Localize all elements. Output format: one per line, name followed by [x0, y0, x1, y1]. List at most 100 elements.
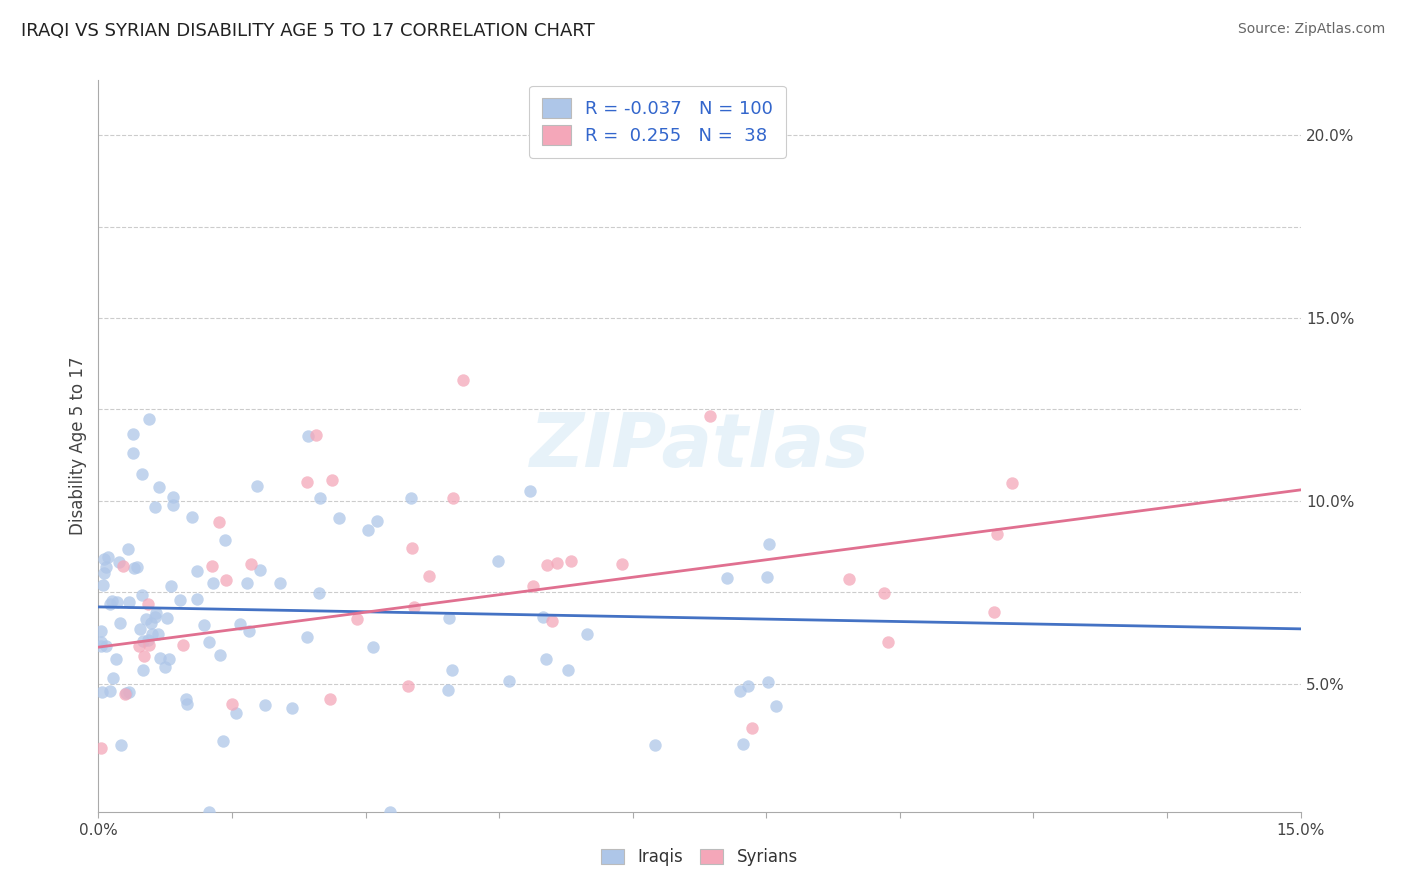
Point [156, 610, 179, 624]
Point [765, 698, 787, 713]
Point [246, 479, 269, 493]
Text: ZIPatlas: ZIPatlas [530, 409, 869, 483]
Point [143, 500, 166, 514]
Point [297, 429, 319, 443]
Point [238, 624, 260, 638]
Point [157, 651, 180, 665]
Point [451, 373, 474, 387]
Point [249, 563, 271, 577]
Point [91, 685, 114, 699]
Point [699, 409, 721, 423]
Point [209, 648, 232, 662]
Point [441, 491, 464, 505]
Point [225, 706, 247, 721]
Point [96, 559, 118, 574]
Point [93, 552, 115, 566]
Point [162, 490, 184, 504]
Point [212, 733, 235, 747]
Point [122, 446, 145, 460]
Point [418, 568, 440, 582]
Point [877, 634, 900, 648]
Text: Source: ZipAtlas.com: Source: ZipAtlas.com [1237, 22, 1385, 37]
Point [90, 634, 112, 648]
Point [731, 737, 754, 751]
Point [737, 679, 759, 693]
Point [162, 498, 184, 512]
Point [128, 639, 150, 653]
Point [186, 592, 208, 607]
Point [837, 573, 859, 587]
Point [575, 627, 598, 641]
Point [297, 630, 319, 644]
Point [149, 651, 172, 665]
Point [401, 541, 423, 555]
Point [254, 698, 277, 712]
Point [295, 475, 318, 490]
Point [98, 597, 121, 611]
Point [91, 578, 114, 592]
Point [546, 556, 568, 570]
Point [118, 685, 141, 699]
Point [361, 640, 384, 654]
Point [90, 624, 112, 638]
Point [522, 579, 544, 593]
Point [437, 682, 460, 697]
Point [172, 638, 194, 652]
Legend: Iraqis, Syrians: Iraqis, Syrians [595, 841, 804, 873]
Point [440, 663, 463, 677]
Point [193, 617, 215, 632]
Point [488, 554, 510, 568]
Point [215, 573, 238, 587]
Point [201, 559, 224, 574]
Point [378, 805, 401, 819]
Point [533, 610, 555, 624]
Point [401, 491, 423, 505]
Point [536, 558, 558, 573]
Point [93, 566, 115, 580]
Point [328, 511, 350, 525]
Point [201, 576, 224, 591]
Point [132, 648, 155, 663]
Point [143, 610, 166, 624]
Point [101, 671, 124, 685]
Point [366, 514, 388, 528]
Point [728, 684, 751, 698]
Point [153, 660, 176, 674]
Point [112, 559, 135, 574]
Point [560, 553, 582, 567]
Point [758, 537, 780, 551]
Point [98, 684, 121, 698]
Point [108, 616, 131, 631]
Point [402, 600, 425, 615]
Point [557, 663, 579, 677]
Point [396, 679, 419, 693]
Point [146, 627, 169, 641]
Point [122, 561, 145, 575]
Point [612, 557, 634, 571]
Point [321, 474, 343, 488]
Point [346, 611, 368, 625]
Point [221, 698, 243, 712]
Point [357, 523, 380, 537]
Point [1001, 476, 1024, 491]
Point [101, 594, 124, 608]
Point [541, 614, 564, 628]
Point [318, 692, 340, 706]
Point [117, 595, 139, 609]
Point [132, 634, 155, 648]
Point [90, 639, 112, 653]
Point [280, 701, 302, 715]
Point [90, 740, 112, 755]
Point [138, 638, 160, 652]
Point [117, 542, 139, 557]
Point [644, 738, 666, 752]
Point [121, 426, 143, 441]
Point [108, 555, 131, 569]
Point [105, 594, 128, 608]
Point [229, 617, 252, 632]
Point [208, 515, 231, 529]
Point [145, 606, 167, 620]
Point [131, 588, 153, 602]
Point [716, 571, 738, 585]
Y-axis label: Disability Age 5 to 17: Disability Age 5 to 17 [69, 357, 87, 535]
